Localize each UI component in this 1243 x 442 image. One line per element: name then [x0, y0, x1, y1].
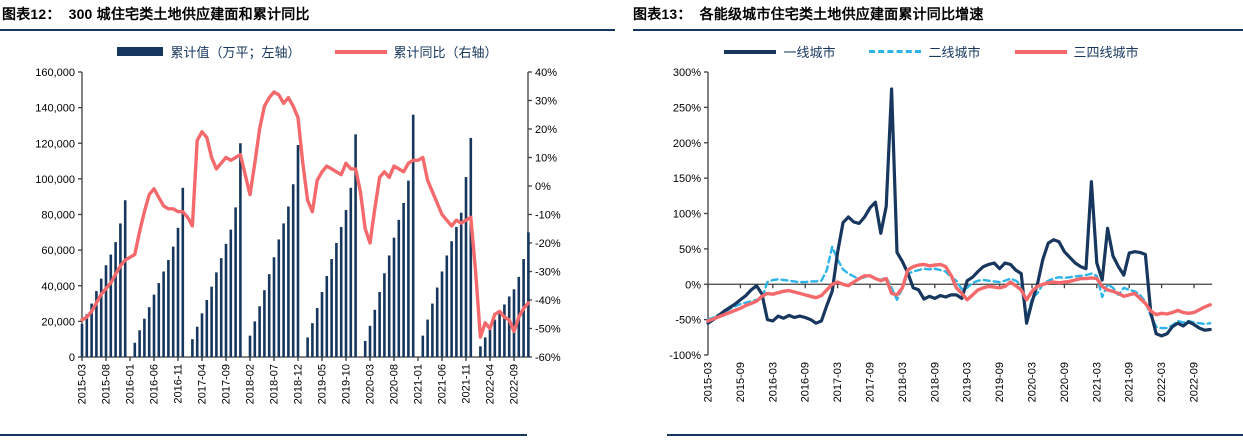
- svg-text:40%: 40%: [535, 67, 557, 79]
- figure-13-chart: 300%250%200%150%100%50%0%-50%-100%2015-0…: [669, 67, 1213, 402]
- legend-label: 二线城市: [928, 45, 981, 60]
- svg-text:2022-09: 2022-09: [509, 364, 521, 404]
- figure-13-title-text: 各能级城市住宅类土地供应建面累计同比增速: [699, 6, 984, 22]
- svg-text:-50%: -50%: [675, 315, 701, 327]
- svg-text:150%: 150%: [673, 173, 701, 185]
- svg-text:2016-09: 2016-09: [800, 362, 812, 402]
- svg-text:2020-09: 2020-09: [1059, 362, 1071, 402]
- svg-text:10%: 10%: [535, 153, 557, 165]
- figure-12-panel: 图表12： 300 城住宅类土地供应建面和累计同比 累计值（万平；左轴） 累计同比…: [0, 0, 615, 442]
- svg-text:0%: 0%: [685, 279, 701, 291]
- figure-12-title-text: 300 城住宅类土地供应建面和累计同比: [68, 6, 310, 22]
- svg-text:160,000: 160,000: [35, 67, 75, 79]
- svg-text:2021-01: 2021-01: [413, 364, 425, 404]
- svg-text:2016-03: 2016-03: [767, 362, 779, 402]
- svg-text:2021-11: 2021-11: [461, 364, 473, 404]
- legend-item-cumulative-value: 累计值（万平；左轴）: [117, 42, 301, 61]
- svg-text:2018-02: 2018-02: [245, 364, 257, 404]
- figure-12-chart: 160,000 140,000 120,000 100,000 80,000 60,000…: [35, 67, 561, 404]
- svg-text:2019-10: 2019-10: [341, 364, 353, 404]
- svg-text:2019-09: 2019-09: [994, 362, 1006, 402]
- svg-text:2015-08: 2015-08: [101, 364, 113, 404]
- svg-text:2015-03: 2015-03: [77, 364, 89, 404]
- figure-12-title-prefix: 图表12：: [2, 6, 61, 22]
- svg-text:200%: 200%: [673, 138, 701, 150]
- legend-label: 三四线城市: [1073, 45, 1139, 60]
- legend-label: 累计值（万平；左轴）: [170, 45, 301, 60]
- svg-text:2015-09: 2015-09: [735, 362, 747, 402]
- legend-item-tier2: 二线城市: [869, 42, 981, 61]
- svg-text:100,000: 100,000: [35, 174, 75, 186]
- svg-text:20%: 20%: [535, 124, 557, 136]
- bar-swatch-icon: [117, 47, 164, 56]
- svg-text:2019-03: 2019-03: [962, 362, 974, 402]
- svg-text:300%: 300%: [673, 67, 701, 79]
- line-swatch-icon: [724, 49, 777, 54]
- svg-text:2016-06: 2016-06: [149, 364, 161, 404]
- legend-item-tier1: 一线城市: [724, 42, 835, 61]
- figure-13-title: 图表13： 各能级城市住宅类土地供应建面累计同比增速: [620, 0, 1243, 24]
- legend-item-cumulative-yoy: 累计同比（右轴）: [334, 42, 498, 61]
- svg-text:2016-11: 2016-11: [173, 364, 185, 404]
- svg-text:40,000: 40,000: [41, 281, 75, 293]
- svg-text:-30%: -30%: [535, 267, 561, 279]
- svg-text:2022-03: 2022-03: [1156, 362, 1168, 402]
- svg-text:2018-03: 2018-03: [897, 362, 909, 402]
- svg-text:2021-09: 2021-09: [1124, 362, 1136, 402]
- svg-text:2018-09: 2018-09: [929, 362, 941, 402]
- svg-text:-100%: -100%: [669, 350, 701, 362]
- svg-text:2018-07: 2018-07: [269, 364, 281, 404]
- svg-text:2017-03: 2017-03: [832, 362, 844, 402]
- legend-label: 累计同比（右轴）: [393, 45, 498, 60]
- svg-text:0%: 0%: [535, 181, 551, 193]
- legend-item-tier34: 三四线城市: [1014, 42, 1139, 61]
- svg-text:20,000: 20,000: [41, 316, 75, 328]
- svg-text:2022-09: 2022-09: [1189, 362, 1201, 402]
- svg-text:2016-01: 2016-01: [125, 364, 137, 404]
- svg-text:140,000: 140,000: [35, 103, 75, 115]
- svg-text:2020-08: 2020-08: [389, 364, 401, 404]
- svg-text:2022-04: 2022-04: [485, 364, 497, 404]
- svg-text:250%: 250%: [673, 102, 701, 114]
- svg-text:2017-09: 2017-09: [865, 362, 877, 402]
- legend-label: 一线城市: [783, 45, 836, 60]
- figure-13-title-rule: [633, 29, 1243, 31]
- svg-text:-40%: -40%: [535, 295, 561, 307]
- svg-text:2017-09: 2017-09: [221, 364, 233, 404]
- figure-13-legend: 一线城市 二线城市 三四线城市: [620, 42, 1243, 61]
- svg-text:2019-05: 2019-05: [317, 364, 329, 404]
- svg-text:2017-04: 2017-04: [197, 364, 209, 404]
- svg-text:50%: 50%: [679, 244, 701, 256]
- figure-12-title: 图表12： 300 城住宅类土地供应建面和累计同比: [0, 0, 615, 24]
- svg-text:2018-12: 2018-12: [293, 364, 305, 404]
- svg-text:120,000: 120,000: [35, 138, 75, 150]
- svg-text:2021-06: 2021-06: [437, 364, 449, 404]
- svg-text:2020-03: 2020-03: [1027, 362, 1039, 402]
- svg-text:30%: 30%: [535, 96, 557, 108]
- svg-text:-20%: -20%: [535, 238, 561, 250]
- svg-text:-60%: -60%: [535, 352, 561, 364]
- figure-12-title-rule: [0, 29, 615, 31]
- svg-text:60,000: 60,000: [41, 245, 75, 257]
- figure-13-panel: 图表13： 各能级城市住宅类土地供应建面累计同比增速 一线城市 二线城市 三四线城…: [620, 0, 1243, 442]
- figure-13-title-prefix: 图表13：: [633, 6, 692, 22]
- svg-text:80,000: 80,000: [41, 210, 75, 222]
- figure-12-legend: 累计值（万平；左轴） 累计同比（右轴）: [0, 42, 615, 61]
- line-swatch-icon: [334, 49, 387, 54]
- svg-text:2015-03: 2015-03: [703, 362, 715, 402]
- svg-text:2020-03: 2020-03: [365, 364, 377, 404]
- svg-text:100%: 100%: [673, 209, 701, 221]
- svg-text:0: 0: [69, 352, 75, 364]
- dashed-line-swatch-icon: [869, 50, 922, 53]
- figure-13-bottom-rule: [667, 434, 1243, 436]
- line-swatch-icon: [1014, 49, 1067, 54]
- svg-text:-50%: -50%: [535, 324, 561, 336]
- figure-12-bottom-rule: [0, 434, 527, 436]
- svg-text:-10%: -10%: [535, 210, 561, 222]
- svg-text:2021-03: 2021-03: [1091, 362, 1103, 402]
